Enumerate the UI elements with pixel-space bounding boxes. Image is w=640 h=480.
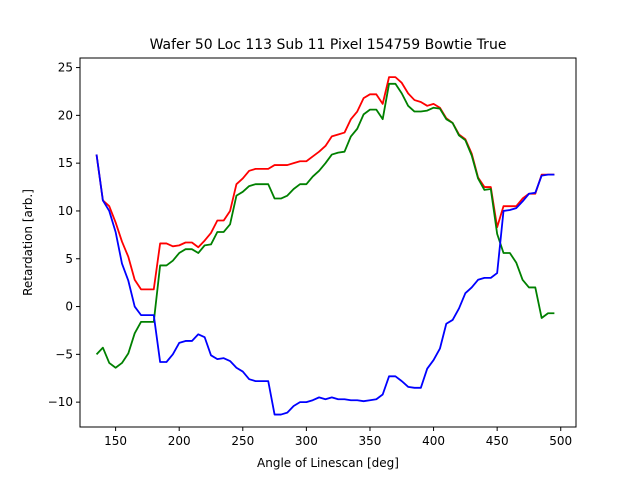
x-tick-label: 200 xyxy=(168,434,191,448)
x-tick-label: 450 xyxy=(486,434,509,448)
y-tick-label: 25 xyxy=(58,61,73,75)
y-tick-label: −5 xyxy=(55,347,73,361)
y-tick-label: 5 xyxy=(65,252,73,266)
x-axis-label: Angle of Linescan [deg] xyxy=(257,456,399,470)
x-tick-label: 350 xyxy=(359,434,382,448)
y-tick-label: 20 xyxy=(58,108,73,122)
chart-title: Wafer 50 Loc 113 Sub 11 Pixel 154759 Bow… xyxy=(150,37,507,53)
y-axis-label: Retardation [arb.] xyxy=(21,189,35,296)
y-tick-label: 0 xyxy=(65,300,73,314)
y-tick-label: 10 xyxy=(58,204,73,218)
x-tick-label: 150 xyxy=(104,434,127,448)
x-tick-label: 300 xyxy=(295,434,318,448)
x-tick-label: 400 xyxy=(422,434,445,448)
y-tick-label: −10 xyxy=(48,395,73,409)
y-tick-label: 15 xyxy=(58,156,73,170)
x-tick-label: 250 xyxy=(231,434,254,448)
x-tick-label: 500 xyxy=(549,434,572,448)
